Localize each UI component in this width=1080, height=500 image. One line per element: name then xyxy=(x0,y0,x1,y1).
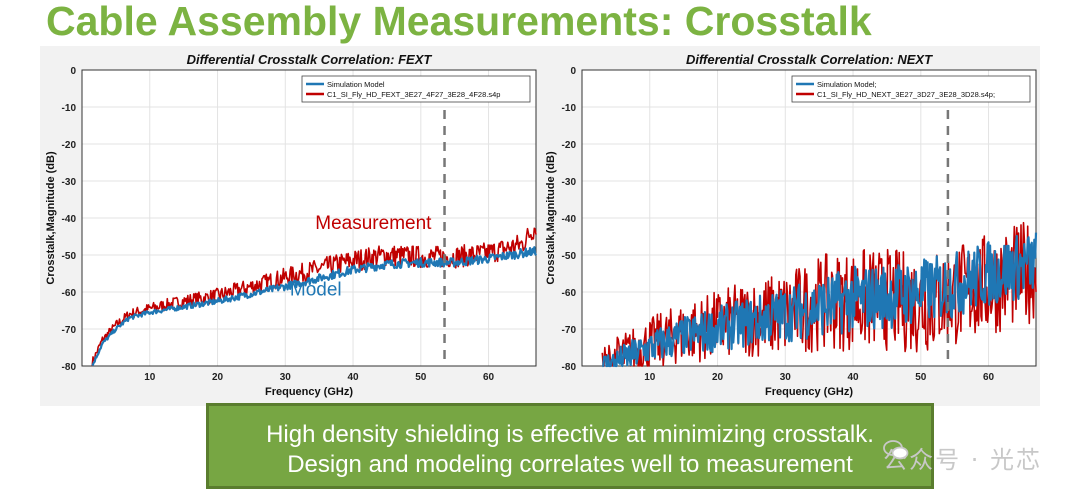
x-tick-label: 50 xyxy=(415,372,427,383)
y-tick-label: -20 xyxy=(562,140,577,151)
legend-entry: C1_SI_Fly_HD_FEXT_3E27_4F27_3E28_4F28.s4… xyxy=(327,90,500,99)
y-tick-label: 0 xyxy=(70,66,76,77)
chart-annotation: Measurement xyxy=(315,213,432,234)
y-tick-label: -40 xyxy=(562,214,577,225)
x-tick-label: 20 xyxy=(212,372,224,383)
x-tick-label: 30 xyxy=(280,372,292,383)
watermark-text: 公众号 · 光芯 xyxy=(883,446,1042,474)
plot-border xyxy=(581,69,1037,367)
y-tick-label: -50 xyxy=(62,251,77,262)
conclusion-callout: High density shielding is effective at m… xyxy=(206,403,934,489)
next-chart: 0 -10 -20 -30 -40 -50 -60 -70 -80 10 20 30 40 50 60 Dif… xyxy=(545,52,1038,398)
slide-title: Cable Assembly Measurements: Crosstalk xyxy=(46,0,872,44)
y-tick-label: -80 xyxy=(62,362,77,373)
x-axis-label: Frequency (GHz) xyxy=(765,386,853,398)
y-tick-label: -40 xyxy=(62,214,77,225)
plot-border xyxy=(81,69,537,367)
chart-title: Differential Crosstalk Correlation: NEXT xyxy=(686,52,933,67)
wechat-icon xyxy=(883,440,909,460)
legend-box xyxy=(301,75,531,103)
y-tick-label: -80 xyxy=(562,362,577,373)
x-tick-label: 60 xyxy=(983,372,995,383)
next-chart-panel: 0 -10 -20 -30 -40 -50 -60 -70 -80 10 20 30 40 50 60 Dif… xyxy=(540,46,1040,406)
y-axis-label: Crosstalk,Magnitude (dB) xyxy=(45,151,57,285)
legend-entry: Simulation Model xyxy=(327,80,385,89)
x-tick-label: 10 xyxy=(144,372,156,383)
legend-box xyxy=(791,75,1031,103)
fext-chart: 0 -10 -20 -30 -40 -50 -60 -70 -80 10 20 30 40 50 60 Dif… xyxy=(45,52,537,398)
y-tick-label: -70 xyxy=(562,325,577,336)
y-tick-label: -50 xyxy=(562,251,577,262)
y-tick-label: -30 xyxy=(62,177,77,188)
x-tick-label: 40 xyxy=(347,372,359,383)
fext-chart-panel: 0 -10 -20 -30 -40 -50 -60 -70 -80 10 20 30 40 50 60 Dif… xyxy=(40,46,540,406)
y-tick-label: -20 xyxy=(62,140,77,151)
chart-title: Differential Crosstalk Correlation: FEXT xyxy=(187,52,433,67)
y-tick-label: -10 xyxy=(562,103,577,114)
x-tick-label: 10 xyxy=(644,372,656,383)
legend-entry: Simulation Model; xyxy=(817,80,877,89)
x-axis-label: Frequency (GHz) xyxy=(265,386,353,398)
simulation-series-line xyxy=(602,232,1038,368)
y-tick-label: -30 xyxy=(562,177,577,188)
x-tick-label: 40 xyxy=(847,372,859,383)
watermark: 公众号 · 光芯 xyxy=(883,440,1042,475)
measurement-series-line xyxy=(601,221,1037,367)
y-tick-label: 0 xyxy=(570,66,576,77)
x-tick-label: 60 xyxy=(483,372,495,383)
simulation-series-line xyxy=(91,246,537,367)
legend-entry: C1_SI_Fly_HD_NEXT_3E27_3D27_3E28_3D28.s4… xyxy=(817,90,995,99)
y-tick-label: -60 xyxy=(562,288,577,299)
y-tick-label: -10 xyxy=(62,103,77,114)
y-tick-label: -60 xyxy=(62,288,77,299)
callout-line-1: High density shielding is effective at m… xyxy=(266,421,874,448)
chart-annotation: Model xyxy=(290,280,342,301)
x-tick-label: 30 xyxy=(780,372,792,383)
y-axis-label: Crosstalk,Magnitude (dB) xyxy=(545,151,557,285)
callout-line-2: Design and modeling correlates well to m… xyxy=(287,451,853,478)
y-tick-label: -70 xyxy=(62,325,77,336)
x-tick-label: 20 xyxy=(712,372,724,383)
x-tick-label: 50 xyxy=(915,372,927,383)
